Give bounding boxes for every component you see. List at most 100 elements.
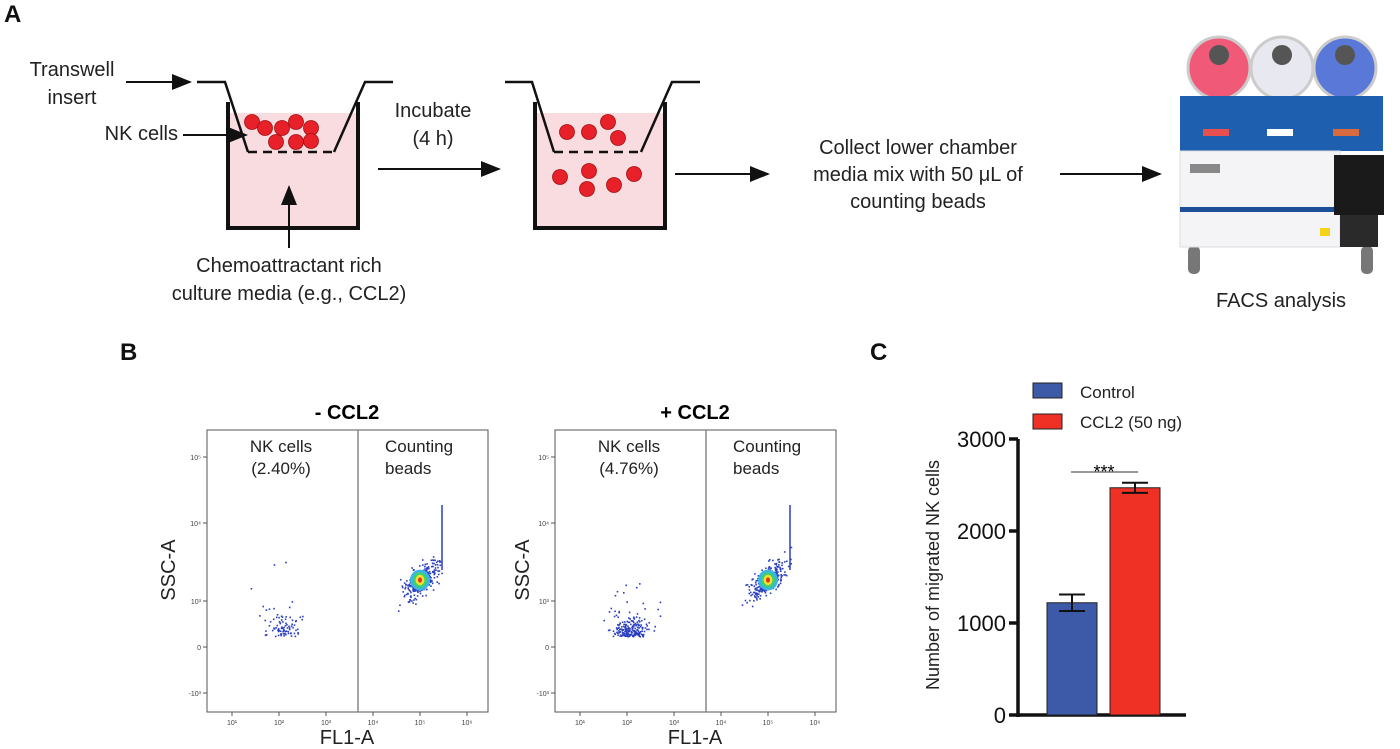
event-dot: [603, 619, 606, 622]
event-dot: [779, 570, 782, 573]
y-tick-label: 10⁵: [538, 455, 549, 462]
event-dot: [744, 599, 747, 602]
event-dot: [748, 585, 751, 588]
event-dot: [399, 578, 402, 581]
legend-swatch-ccl2: [1032, 413, 1063, 430]
event-dot: [637, 632, 640, 634]
event-dot: [441, 572, 443, 575]
event-dot: [776, 576, 779, 578]
event-dot: [622, 625, 625, 628]
event-dot: [613, 615, 616, 618]
event-dot: [434, 567, 437, 569]
event-dot: [777, 586, 779, 588]
event-dot: [632, 620, 634, 623]
event-dot: [417, 591, 419, 594]
event-dot: [777, 565, 780, 568]
event-dot: [619, 628, 622, 630]
event-dot: [421, 595, 424, 597]
density-contour: [418, 577, 422, 583]
event-dot: [777, 571, 779, 573]
event-dot: [641, 630, 643, 633]
event-dot: [280, 633, 283, 635]
event-dot: [424, 563, 427, 566]
well-wall: [533, 102, 667, 230]
density-contour: [766, 577, 770, 583]
nk-cells-label: NK cells: [105, 123, 178, 145]
event-dot: [427, 566, 430, 568]
event-dot: [623, 623, 625, 626]
event-dot: [760, 590, 762, 592]
event-dot: [290, 635, 293, 637]
event-dot: [624, 630, 626, 633]
event-dot: [619, 622, 621, 624]
event-dot: [762, 589, 765, 591]
event-dot: [774, 566, 776, 569]
y-tick-label: -10³: [537, 691, 550, 698]
event-dot: [619, 631, 621, 633]
event-dot: [433, 571, 436, 573]
event-dot: [288, 625, 290, 628]
event-dot: [621, 628, 623, 631]
event-dot: [633, 624, 636, 626]
event-dot: [636, 629, 639, 631]
event-dot: [617, 634, 619, 636]
event-dot: [429, 580, 432, 582]
event-dot: [627, 629, 630, 631]
event-dot: [617, 624, 619, 626]
event-dot: [646, 625, 649, 627]
event-dot: [282, 630, 284, 633]
scatter-points: [603, 505, 793, 638]
event-dot: [631, 628, 634, 631]
y-tick-label: 0: [994, 703, 1006, 728]
event-dot: [408, 601, 410, 603]
event-dot: [774, 563, 776, 565]
event-dot: [287, 630, 289, 633]
event-dot: [640, 633, 643, 636]
event-dot: [416, 595, 419, 597]
event-dot: [630, 630, 633, 633]
event-dot: [433, 562, 435, 565]
event-dot: [429, 572, 432, 575]
event-dot: [628, 630, 631, 633]
event-dot: [644, 608, 646, 610]
event-dot: [413, 588, 415, 591]
event-dot: [286, 627, 289, 629]
gate-percent: (4.76%): [599, 459, 659, 478]
event-dot: [276, 613, 279, 616]
event-dot: [629, 634, 632, 637]
event-dot: [755, 583, 757, 586]
event-dot: [779, 582, 782, 585]
event-dot: [627, 621, 630, 624]
legend-swatch-control: [1032, 382, 1063, 399]
event-dot: [780, 579, 782, 582]
event-dot: [642, 633, 645, 636]
event-dot: [778, 583, 780, 586]
event-dot: [438, 582, 440, 585]
x-axis-label: FL1-A: [668, 727, 723, 749]
incubate-label: Incubate: [395, 100, 472, 122]
event-dot: [280, 619, 283, 621]
event-dot: [754, 573, 756, 575]
collect-label-2: media mix with 50 μL of: [813, 164, 1023, 186]
event-dot: [433, 576, 436, 579]
event-dot: [628, 611, 631, 614]
event-dot: [639, 583, 641, 585]
event-dot: [780, 576, 783, 579]
event-dot: [279, 630, 282, 633]
event-dot: [268, 608, 271, 611]
event-dot: [628, 635, 631, 638]
event-dot: [428, 570, 431, 573]
event-dot: [659, 615, 662, 617]
y-axis-label: SSC-A: [158, 539, 180, 601]
event-dot: [284, 618, 287, 621]
event-dot: [751, 584, 753, 587]
event-dot: [259, 615, 261, 617]
event-dot: [777, 584, 780, 587]
event-dot: [278, 629, 281, 632]
event-dot: [438, 560, 441, 562]
event-dot: [749, 591, 752, 594]
event-dot: [759, 589, 761, 592]
event-dot: [432, 559, 435, 562]
event-dot: [278, 620, 281, 623]
nk-cell: [244, 114, 260, 130]
